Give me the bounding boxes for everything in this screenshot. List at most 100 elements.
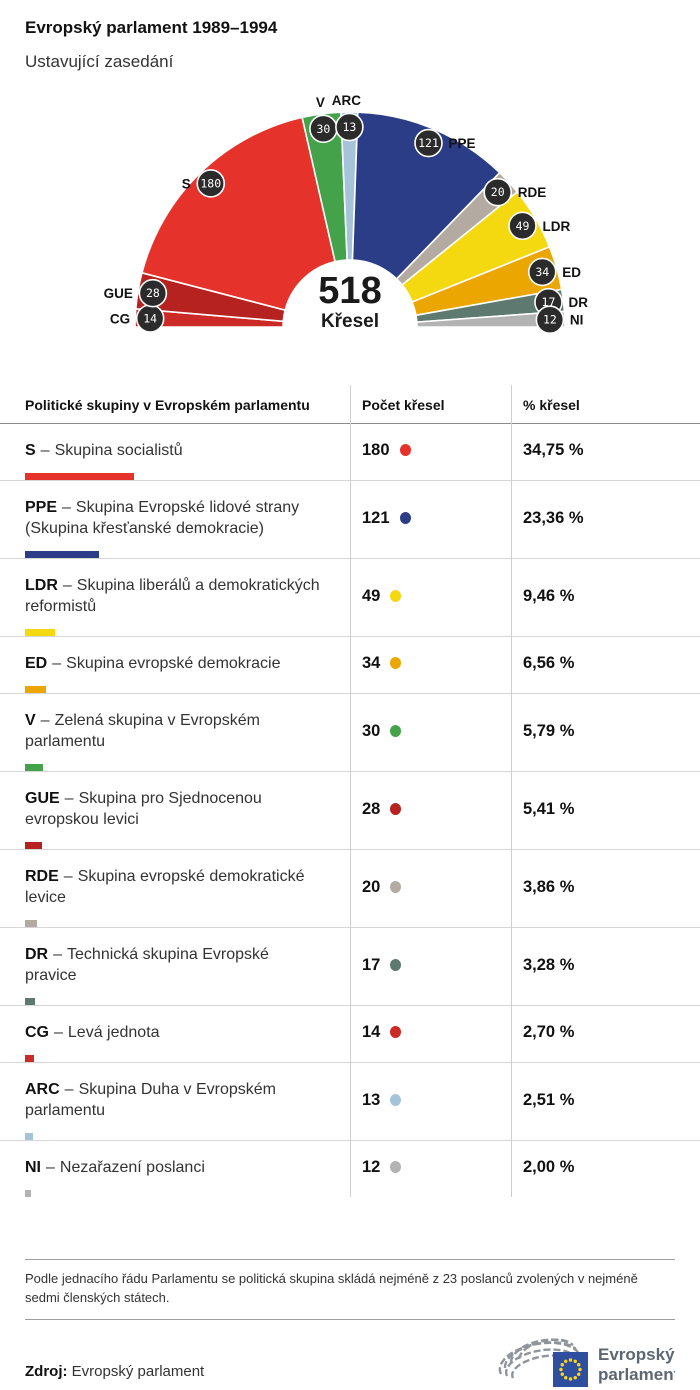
group-percent: 5,41 %: [523, 799, 575, 818]
group-color-dot: [390, 958, 402, 971]
group-seats: 14: [362, 1023, 381, 1041]
eu-flag-star: [560, 1363, 564, 1367]
group-color-dot: [390, 724, 402, 737]
group-label-ed: ED: [562, 265, 581, 280]
eu-flag-star: [568, 1377, 573, 1381]
group-percent: 2,00 %: [523, 1158, 575, 1176]
group-separator: –: [62, 499, 71, 516]
group-share-bar: [25, 1133, 33, 1140]
column-divider: [511, 385, 512, 1197]
group-percent: 9,46 %: [523, 586, 575, 605]
group-code: S: [25, 442, 36, 459]
header-percent: % křesel: [523, 397, 580, 413]
group-color-dot: [399, 511, 411, 524]
group-share-bar: [25, 1055, 34, 1062]
group-seats: 30: [362, 721, 381, 740]
group-label: S – Skupina socialistů: [25, 442, 183, 459]
group-percent: 2,70 %: [523, 1023, 575, 1041]
group-share-bar: [25, 629, 55, 636]
group-percent: 2,51 %: [523, 1090, 575, 1109]
group-percent: 3,86 %: [523, 877, 575, 896]
group-color-dot: [390, 1026, 402, 1038]
group-name: Nezařazení poslanci: [59, 1159, 205, 1176]
group-percent: 3,28 %: [523, 955, 575, 974]
group-separator: –: [40, 442, 50, 459]
eu-flag-star: [577, 1363, 581, 1367]
group-name: Skupina Duha v Evropském parlamentu: [25, 1081, 277, 1119]
seat-count-s: 180: [200, 176, 221, 190]
group-code: DR: [25, 946, 49, 963]
group-percent: 34,75 %: [523, 441, 584, 459]
seat-count-badge-gue: [138, 278, 168, 308]
group-seats: 17: [362, 955, 381, 974]
group-seats: 180: [362, 441, 390, 459]
group-separator: –: [64, 1081, 74, 1098]
seat-count-badge-ni: [535, 305, 565, 335]
group-color-dot: [390, 802, 402, 815]
group-seats: 34: [362, 654, 381, 672]
table-body: S – Skupina socialistů 180 34,75 % PPE – Skupin…: [0, 424, 700, 1197]
seat-count-badge-ed: [527, 257, 557, 287]
group-separator: –: [46, 1159, 55, 1176]
seat-count-arc: 13: [342, 120, 356, 134]
source-value: Evropský parlament: [71, 1363, 205, 1380]
group-label: ARC – Skupina Duha v Evropském parlamentu: [25, 1081, 276, 1119]
group-separator: –: [63, 868, 73, 885]
footnote: Podle jednacího řádu Parlamentu se polit…: [25, 1259, 675, 1320]
group-name: Zelená skupina v Evropském parlamentu: [25, 712, 261, 750]
hemicycle-chart: 14 CG 28 GUE 180 S 30 V 13 ARC 121 PPE 20 RDE 49 LDR 34 E…: [104, 93, 588, 335]
source-label: Zdroj:: [25, 1363, 68, 1380]
seat-count-v: 30: [316, 122, 330, 136]
eu-flag-star: [559, 1367, 563, 1372]
group-seats: 49: [362, 586, 381, 605]
group-name: Skupina liberálů a demokratických reform…: [25, 577, 320, 615]
seat-count-ni: 12: [543, 313, 557, 327]
group-code: LDR: [25, 577, 58, 594]
group-label: V – Zelená skupina v Evropském parlamentu: [25, 712, 260, 750]
group-share-bar: [25, 473, 135, 480]
seat-count-ed: 34: [535, 265, 549, 279]
group-separator: –: [53, 946, 63, 963]
group-separator: –: [52, 655, 62, 672]
group-code: CG: [25, 1024, 49, 1041]
group-label: RDE – Skupina evropské demokratické levice: [25, 868, 304, 906]
group-seats: 13: [362, 1090, 381, 1109]
group-name: Technická skupina Evropské pravice: [25, 946, 269, 984]
group-share-bar: [25, 551, 99, 558]
group-name: Levá jednota: [67, 1024, 160, 1041]
group-separator: –: [40, 712, 50, 729]
group-percent: 5,79 %: [523, 721, 575, 740]
eu-flag-star: [568, 1358, 573, 1362]
eu-flag-star: [578, 1367, 582, 1372]
logo-text-line1: Evropský: [598, 1345, 675, 1364]
group-label: CG – Levá jednota: [25, 1024, 160, 1041]
group-share-bar: [25, 842, 43, 849]
hemicycle-arc: [505, 1348, 579, 1377]
group-name: Skupina evropské demokratické levice: [25, 868, 305, 906]
group-label-cg: CG: [110, 312, 130, 327]
group-label-s: S: [182, 176, 191, 191]
logo-text-line2: parlament: [598, 1365, 675, 1384]
group-label-ldr: LDR: [542, 219, 570, 234]
group-code: RDE: [25, 868, 59, 885]
seat-count-badge-arc: [335, 112, 364, 142]
seat-slice-s: [140, 116, 337, 312]
table-row: CG – Levá jednota 14 2,70 %: [0, 1006, 700, 1063]
eu-flag-star: [573, 1376, 577, 1380]
seat-count-badge-rde: [483, 177, 513, 207]
group-color-dot: [390, 589, 402, 602]
group-color-dot: [399, 444, 411, 456]
group-name: Skupina socialistů: [54, 442, 183, 459]
group-share-bar: [25, 1190, 32, 1197]
group-label-v: V: [316, 95, 325, 110]
group-label: NI – Nezařazení poslanci: [25, 1159, 205, 1176]
group-separator: –: [64, 790, 74, 807]
total-seats-label: Křesel: [321, 311, 379, 332]
group-label: GUE – Skupina pro Sjednocenou evropskou le…: [25, 790, 262, 828]
eu-flag-star: [564, 1376, 568, 1380]
group-color-dot: [390, 1093, 402, 1106]
group-name: Skupina evropské demokracie: [66, 655, 281, 672]
seat-count-ldr: 49: [516, 219, 530, 233]
seat-slice-ppe: [351, 111, 501, 281]
group-seats: 28: [362, 799, 381, 818]
